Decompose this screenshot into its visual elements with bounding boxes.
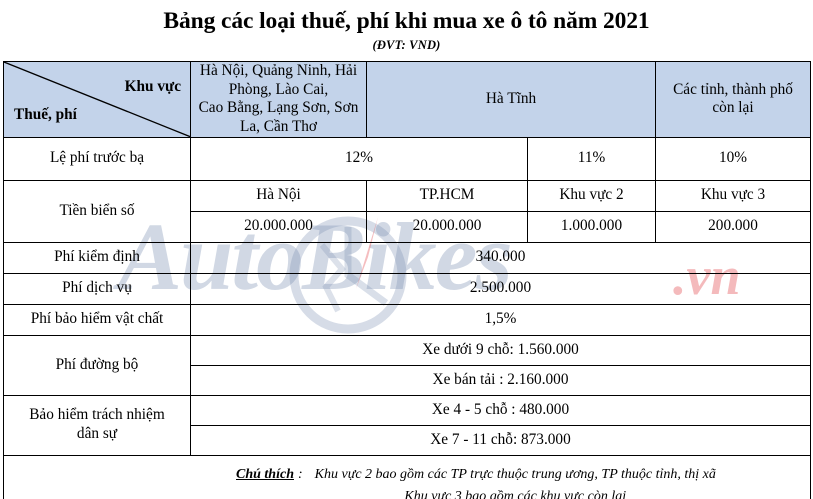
cell-phi-duong-bo-line1: Xe dưới 9 chỗ: 1.560.000: [190, 334, 811, 366]
table-row: Phí bảo hiểm vật chất 1,5%: [3, 303, 811, 336]
table-row: Phí kiểm định 340.000: [3, 241, 811, 274]
table-row: Tiền biển số Hà Nội TP.HCM Khu vực 2 Khu…: [3, 179, 811, 243]
note-lines: Khu vực 2 bao gồm các TP trực thuộc trun…: [315, 464, 716, 499]
cell-tien-bien-so-value-kv3: 200.000: [655, 210, 811, 243]
diagonal-divider-icon: [4, 62, 190, 137]
header-corner-cell: Khu vực Thuế, phí: [3, 61, 191, 138]
table-header-row: Khu vực Thuế, phí Hà Nội, Quảng Ninh, Hả…: [3, 61, 811, 138]
cell-tien-bien-so-subheader-kv2: Khu vực 2: [527, 179, 656, 212]
note-line-1: Khu vực 2 bao gồm các TP trực thuộc trun…: [314, 466, 716, 482]
row-label-phi-kiem-dinh: Phí kiểm định: [3, 241, 191, 274]
cell-tien-bien-so-value-hanoi: 20.000.000: [190, 210, 367, 243]
note-label: Chú thích: [236, 466, 294, 482]
note-line-2: Khu vực 3 bao gồm các khu vực còn lại: [404, 488, 627, 499]
header-col-region3-line2: còn lại: [712, 99, 754, 117]
cell-tien-bien-so-value-kv2: 1.000.000: [527, 210, 656, 243]
cell-tien-bien-so-subheader-kv3: Khu vực 3: [655, 179, 811, 212]
table-row: Xe bán tải : 2.160.000: [4, 364, 811, 396]
header-label-tax: Thuế, phí: [14, 106, 77, 123]
note-cell: Chú thích : Khu vực 2 bao gồm các TP trự…: [3, 454, 811, 499]
header-label-region: Khu vực: [124, 78, 181, 95]
row-label-phi-dich-vu: Phí dịch vụ: [3, 272, 191, 305]
cell-bao-hiem-trach-nhiem-line1: Xe 4 - 5 chỗ : 480.000: [190, 394, 811, 426]
header-col-region2: Hà Tĩnh: [366, 61, 656, 138]
row-label-tien-bien-so: Tiền biển số: [3, 179, 191, 243]
cell-le-phi-truoc-ba-region3: 10%: [655, 136, 811, 181]
row-label-phi-duong-bo: Phí đường bộ: [3, 334, 191, 396]
tax-fee-table: Khu vực Thuế, phí Hà Nội, Quảng Ninh, Hả…: [3, 61, 811, 499]
header-col-region2-line1: Hà Tĩnh: [485, 89, 537, 107]
cell-phi-bao-hiem-vat-chat-value: 1,5%: [190, 303, 811, 336]
cell-phi-dich-vu-value: 2.500.000: [190, 272, 811, 305]
title-block: Bảng các loại thuế, phí khi mua xe ô tô …: [0, 0, 813, 62]
header-col-region1: Hà Nội, Quảng Ninh, Hải Phòng, Lào Cai, …: [190, 61, 367, 138]
header-col-region3-line1: Các tỉnh, thành phố: [673, 80, 793, 98]
note-colon: :: [297, 466, 303, 482]
table-row: Phí đường bộ Xe dưới 9 chỗ: 1.560.000: [3, 334, 811, 396]
cell-phi-duong-bo-line2: Xe bán tải : 2.160.000: [190, 364, 811, 396]
table-row: Bảo hiểm trách nhiệm dân sự Xe 4 - 5 chỗ…: [3, 394, 811, 456]
cell-phi-kiem-dinh-value: 340.000: [190, 241, 811, 274]
row-label-le-phi-truoc-ba: Lệ phí trước bạ: [3, 136, 191, 181]
cell-tien-bien-so-value-tphcm: 20.000.000: [366, 210, 528, 243]
header-col-region1-line1: Hà Nội, Quảng Ninh, Hải Phòng, Lào Cai,: [199, 62, 358, 98]
row-label-bhtndns-line1: Bảo hiểm trách nhiệm: [29, 406, 165, 424]
table-row: Phí dịch vụ 2.500.000: [3, 272, 811, 305]
row-label-phi-bao-hiem-vat-chat: Phí bảo hiểm vật chất: [3, 303, 191, 336]
cell-le-phi-truoc-ba-region2: 11%: [527, 136, 656, 181]
cell-tien-bien-so-subheader-tphcm: TP.HCM: [366, 179, 528, 212]
page-title: Bảng các loại thuế, phí khi mua xe ô tô …: [163, 8, 650, 34]
table-row: Lệ phí trước bạ 12% 11% 10%: [3, 136, 811, 181]
table-note-row: Chú thích : Khu vực 2 bao gồm các TP trự…: [3, 454, 811, 499]
row-label-bhtndns-line2: dân sự: [76, 425, 118, 443]
page-subtitle: (ĐVT: VND): [372, 37, 441, 52]
header-col-region1-line2: Cao Bằng, Lạng Sơn, Sơn La, Cần Thơ: [198, 99, 359, 135]
row-label-bao-hiem-trach-nhiem-dan-su: Bảo hiểm trách nhiệm dân sự: [3, 394, 191, 456]
cell-bao-hiem-trach-nhiem-line2: Xe 7 - 11 chỗ: 873.000: [190, 424, 811, 456]
cell-le-phi-truoc-ba-region1: 12%: [190, 136, 528, 181]
header-col-region3: Các tỉnh, thành phố còn lại: [655, 61, 811, 138]
cell-tien-bien-so-subheader-hanoi: Hà Nội: [190, 179, 367, 212]
note-block: Chú thích : Khu vực 2 bao gồm các TP trự…: [8, 462, 806, 499]
